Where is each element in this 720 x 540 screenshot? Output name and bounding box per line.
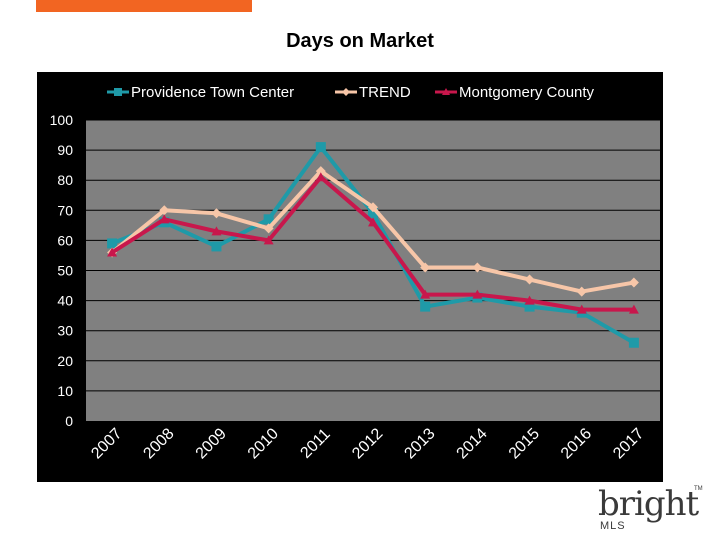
data-point [472, 289, 483, 299]
legend-marker [442, 88, 450, 95]
x-tick-label: 2015 [506, 425, 543, 462]
data-point [107, 247, 118, 257]
legend-label: Providence Town Center [131, 84, 294, 101]
logo-tm: TM [694, 486, 703, 492]
data-point [159, 214, 170, 224]
data-point [263, 214, 274, 225]
x-tick-label: 2009 [193, 425, 230, 462]
y-tick-label: 20 [57, 353, 73, 369]
data-point [524, 301, 535, 312]
data-point [420, 301, 431, 312]
data-point [628, 304, 639, 314]
data-point [420, 289, 431, 299]
data-point [315, 166, 326, 177]
data-point [576, 304, 587, 314]
y-tick-label: 10 [57, 383, 73, 399]
data-point [628, 277, 639, 288]
y-tick-label: 90 [57, 142, 73, 158]
data-point [628, 337, 639, 348]
logo-word: bright [598, 484, 699, 524]
y-tick-label: 40 [57, 293, 73, 309]
y-tick-label: 0 [65, 413, 73, 429]
data-point [211, 241, 222, 252]
y-tick-label: 30 [57, 323, 73, 339]
data-point [576, 286, 587, 297]
data-point [315, 172, 326, 182]
x-tick-label: 2011 [297, 426, 333, 462]
data-point [472, 262, 483, 273]
y-tick-label: 80 [57, 172, 73, 188]
data-point [263, 235, 274, 245]
x-tick-label: 2008 [140, 425, 177, 462]
data-point [524, 274, 535, 285]
legend-label: Montgomery County [459, 84, 595, 101]
x-tick-label: 2017 [610, 425, 647, 462]
data-point [159, 205, 170, 216]
x-tick-label: 2007 [88, 425, 125, 462]
data-point [263, 223, 274, 234]
data-point [368, 217, 378, 227]
data-point [211, 226, 222, 236]
line-chart: 0 10 20 30 40 50 60 70 80 90 100 2007 2008 2009 2010 20… [50, 84, 660, 462]
y-tick-label: 60 [57, 232, 73, 248]
x-tick-label: 2014 [454, 425, 491, 462]
y-tick-label: 100 [50, 112, 74, 128]
data-point [368, 208, 378, 219]
data-point [315, 142, 326, 153]
data-point [368, 202, 378, 213]
logo-sub: MLS [600, 520, 626, 532]
x-tick-label: 2016 [558, 425, 595, 462]
legend-label: TREND [359, 84, 411, 101]
x-tick-label: 2012 [349, 425, 386, 462]
top-accent-bar [36, 0, 252, 12]
y-tick-label: 70 [57, 202, 73, 218]
x-tick-label: 2010 [245, 425, 282, 462]
legend-marker [114, 88, 122, 96]
bright-mls-logo: bright MLS TM [598, 484, 708, 536]
data-point [211, 208, 222, 219]
data-point [107, 238, 118, 249]
data-point [524, 295, 535, 305]
x-tick-label: 2013 [401, 425, 438, 462]
data-point [420, 262, 431, 273]
y-tick-label: 50 [57, 263, 73, 279]
chart-title: Days on Market [286, 30, 434, 52]
legend-marker [342, 88, 350, 96]
